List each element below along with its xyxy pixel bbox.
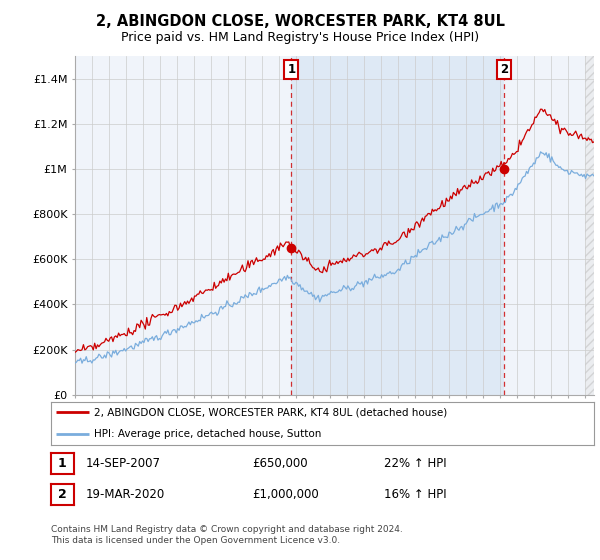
Text: HPI: Average price, detached house, Sutton: HPI: Average price, detached house, Sutt… (94, 430, 322, 439)
Text: 14-SEP-2007: 14-SEP-2007 (86, 457, 161, 470)
Text: £1,000,000: £1,000,000 (252, 488, 319, 501)
Text: 2, ABINGDON CLOSE, WORCESTER PARK, KT4 8UL (detached house): 2, ABINGDON CLOSE, WORCESTER PARK, KT4 8… (94, 408, 448, 417)
Text: 2, ABINGDON CLOSE, WORCESTER PARK, KT4 8UL: 2, ABINGDON CLOSE, WORCESTER PARK, KT4 8… (95, 14, 505, 29)
Text: 1: 1 (58, 457, 67, 470)
Bar (291, 56, 504, 395)
Text: Contains HM Land Registry data © Crown copyright and database right 2024.
This d: Contains HM Land Registry data © Crown c… (51, 525, 403, 545)
Text: Price paid vs. HM Land Registry's House Price Index (HPI): Price paid vs. HM Land Registry's House … (121, 31, 479, 44)
Text: 2: 2 (500, 63, 508, 76)
Text: 16% ↑ HPI: 16% ↑ HPI (384, 488, 446, 501)
Text: 2: 2 (58, 488, 67, 501)
Text: £650,000: £650,000 (252, 457, 308, 470)
Text: 1: 1 (287, 63, 295, 76)
Text: 22% ↑ HPI: 22% ↑ HPI (384, 457, 446, 470)
Bar (586, 56, 600, 395)
Text: 19-MAR-2020: 19-MAR-2020 (86, 488, 165, 501)
